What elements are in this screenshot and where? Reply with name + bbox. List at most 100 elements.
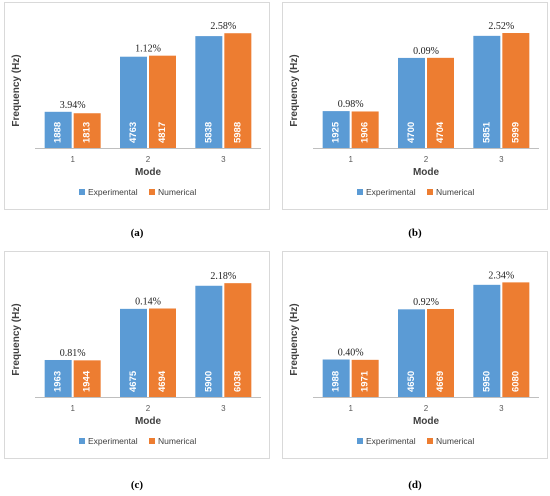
- bar-experimental: [398, 57, 425, 148]
- caption-c: (c): [130, 479, 144, 491]
- chart-frame: Frequency (Hz) 1988 1971 0.40% 1 4650 4669 0.92…: [282, 251, 548, 459]
- x-tick-label: 1: [70, 404, 75, 413]
- x-tick-label: 2: [424, 155, 429, 164]
- bar-numerical: [502, 33, 530, 148]
- data-label: 4817: [157, 122, 168, 143]
- difference-label: 3.94%: [60, 100, 86, 111]
- chart-frame: Frequency (Hz) 1888 1813 3.94% 1 4763 4817 1.12…: [4, 2, 270, 210]
- chart-frame: Frequency (Hz) 1963 1944 0.81% 1 4675 4694 0.14…: [4, 251, 270, 459]
- bar-numerical: [73, 360, 101, 397]
- bar-experimental: [473, 35, 501, 148]
- bar-numerical: [427, 57, 454, 149]
- bar-experimental: [322, 111, 350, 148]
- difference-label: 0.92%: [413, 297, 439, 308]
- data-label: 5999: [510, 122, 521, 143]
- data-label: 5950: [481, 371, 492, 392]
- x-tick-label: 1: [348, 404, 353, 413]
- legend-label-experimental: Experimental: [366, 187, 416, 197]
- legend-swatch-numerical: [149, 189, 155, 195]
- data-label: 6080: [510, 371, 521, 392]
- x-tick-label: 1: [70, 155, 75, 164]
- legend-swatch-experimental: [357, 189, 363, 195]
- bar-chart-b: Frequency (Hz) 1925 1906 0.98% 1 4700 4704 0.09…: [289, 21, 539, 197]
- y-axis-title: Frequency (Hz): [11, 54, 22, 126]
- x-tick-label: 3: [499, 155, 504, 164]
- difference-label: 2.52%: [488, 21, 514, 32]
- x-axis-title: Mode: [135, 416, 162, 427]
- bar-experimental: [120, 308, 147, 397]
- data-label: 4675: [128, 370, 139, 392]
- x-axis-title: Mode: [413, 167, 440, 178]
- legend-swatch-experimental: [79, 189, 85, 195]
- data-label: 4763: [128, 122, 139, 143]
- data-label: 1963: [53, 371, 64, 392]
- caption-b: (b): [408, 227, 422, 239]
- difference-label: 2.34%: [488, 270, 514, 281]
- data-label: 1813: [82, 122, 93, 143]
- legend-swatch-numerical: [149, 438, 155, 444]
- legend-label-experimental: Experimental: [88, 187, 138, 197]
- bar-experimental: [195, 285, 223, 397]
- bar-experimental: [195, 36, 223, 149]
- legend-label-numerical: Numerical: [436, 436, 474, 446]
- data-label: 4650: [406, 371, 417, 392]
- difference-label: 0.98%: [338, 99, 364, 110]
- legend-label-experimental: Experimental: [366, 436, 416, 446]
- x-axis-title: Mode: [413, 416, 440, 427]
- bar-experimental: [120, 56, 147, 148]
- legend-swatch-experimental: [79, 438, 85, 444]
- y-axis-title: Frequency (Hz): [289, 303, 300, 375]
- x-tick-label: 3: [221, 404, 226, 413]
- bar-chart-d: Frequency (Hz) 1988 1971 0.40% 1 4650 4669 0.92…: [289, 270, 539, 446]
- bar-experimental: [398, 309, 425, 397]
- difference-label: 0.40%: [338, 348, 364, 359]
- bar-numerical: [149, 55, 176, 149]
- legend-swatch-experimental: [357, 438, 363, 444]
- legend-swatch-numerical: [427, 189, 433, 195]
- x-axis-title: Mode: [135, 167, 162, 178]
- bar-experimental: [44, 111, 72, 148]
- data-label: 5900: [203, 371, 214, 392]
- x-tick-label: 3: [221, 155, 226, 164]
- bar-numerical: [149, 308, 176, 397]
- difference-label: 1.12%: [135, 44, 161, 55]
- data-label: 1925: [331, 121, 342, 143]
- legend-swatch-numerical: [427, 438, 433, 444]
- bar-numerical: [427, 308, 454, 397]
- x-tick-label: 3: [499, 404, 504, 413]
- caption-d: (d): [408, 479, 422, 491]
- data-label: 4669: [435, 371, 446, 392]
- data-label: 5838: [203, 122, 214, 143]
- y-axis-title: Frequency (Hz): [11, 303, 22, 375]
- bar-numerical: [502, 282, 530, 397]
- x-tick-label: 2: [146, 155, 151, 164]
- bar-numerical: [351, 111, 379, 148]
- difference-label: 0.14%: [135, 297, 161, 308]
- legend-label-numerical: Numerical: [158, 436, 196, 446]
- bar-experimental: [322, 359, 350, 397]
- legend-label-numerical: Numerical: [158, 187, 196, 197]
- bar-chart-c: Frequency (Hz) 1963 1944 0.81% 1 4675 4694 0.14…: [11, 271, 261, 446]
- x-tick-label: 2: [424, 404, 429, 413]
- difference-label: 2.58%: [210, 21, 236, 32]
- data-label: 1944: [82, 370, 93, 392]
- bar-numerical: [224, 33, 252, 149]
- data-label: 1906: [360, 122, 371, 143]
- difference-label: 2.18%: [210, 271, 236, 282]
- bar-numerical: [224, 283, 252, 397]
- bar-experimental: [473, 284, 501, 397]
- legend-label-numerical: Numerical: [436, 187, 474, 197]
- data-label: 1888: [53, 122, 64, 143]
- data-label: 4700: [406, 122, 417, 143]
- x-tick-label: 1: [348, 155, 353, 164]
- bar-experimental: [44, 359, 72, 397]
- difference-label: 0.09%: [413, 46, 439, 57]
- bar-numerical: [351, 359, 379, 397]
- data-label: 4694: [157, 370, 168, 392]
- caption-a: (a): [130, 227, 144, 239]
- bar-chart-a: Frequency (Hz) 1888 1813 3.94% 1 4763 4817 1.12…: [11, 21, 261, 197]
- chart-frame: Frequency (Hz) 1925 1906 0.98% 1 4700 4704 0.09…: [282, 2, 548, 210]
- x-tick-label: 2: [146, 404, 151, 413]
- difference-label: 0.81%: [60, 348, 86, 359]
- y-axis-title: Frequency (Hz): [289, 54, 300, 126]
